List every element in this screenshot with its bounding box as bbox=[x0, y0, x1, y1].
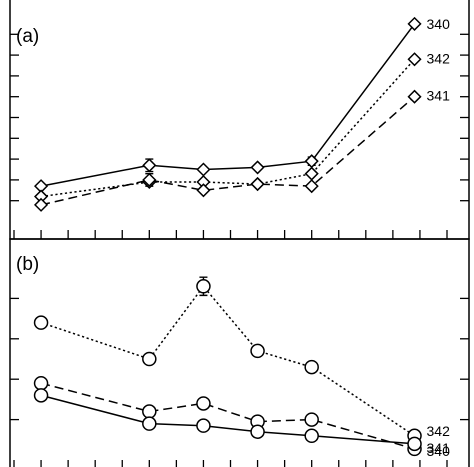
data-point-a-340-2 bbox=[196, 162, 211, 177]
data-point-a-341-2 bbox=[196, 183, 211, 198]
data-point-b-340-3 bbox=[250, 424, 265, 439]
series-line-b-342 bbox=[40, 285, 415, 437]
data-point-b-342-2 bbox=[196, 279, 211, 294]
data-point-a-341-5 bbox=[407, 89, 422, 104]
series-label-b-341: 341 bbox=[427, 440, 451, 456]
panel-label-a: (a) bbox=[16, 26, 39, 47]
data-point-b-342-3 bbox=[250, 343, 265, 359]
data-point-b-340-4 bbox=[304, 428, 319, 444]
panel-a: (a) 340 342 341 bbox=[9, 0, 470, 240]
data-point-b-342-1 bbox=[142, 351, 157, 367]
series-label-a-341: 341 bbox=[427, 88, 451, 104]
panel-label-b: (b) bbox=[16, 254, 39, 275]
data-point-b-341-0 bbox=[33, 375, 49, 391]
data-point-a-340-5 bbox=[407, 16, 422, 31]
data-point-b-342-0 bbox=[33, 315, 49, 330]
series-line-a-340 bbox=[40, 23, 416, 187]
series-line-a-341 bbox=[40, 96, 415, 206]
data-point-b-341-4 bbox=[304, 412, 319, 427]
series-label-a-342: 342 bbox=[427, 50, 451, 66]
data-point-a-340-3 bbox=[250, 160, 265, 175]
series-line-b-340 bbox=[40, 394, 415, 445]
data-point-a-341-4 bbox=[304, 179, 319, 194]
data-point-a-342-5 bbox=[407, 52, 422, 67]
data-point-a-341-3 bbox=[250, 176, 265, 192]
data-point-b-340-5 bbox=[407, 436, 422, 452]
series-label-a-340: 340 bbox=[427, 16, 451, 32]
series-line-a-342 bbox=[41, 58, 416, 198]
data-point-b-340-0 bbox=[33, 388, 49, 403]
data-point-a-340-4 bbox=[304, 154, 319, 169]
series-label-b-342: 342 bbox=[427, 423, 451, 439]
plot-frame-a bbox=[9, 0, 470, 240]
series-line-b-341 bbox=[40, 382, 415, 450]
series-label-b-340: 340 bbox=[427, 443, 451, 459]
data-point-b-340-2 bbox=[196, 418, 211, 433]
data-point-b-340-1 bbox=[142, 416, 157, 431]
data-point-a-340-1 bbox=[142, 158, 157, 173]
data-point-b-342-4 bbox=[304, 359, 319, 375]
data-point-b-341-2 bbox=[196, 396, 211, 411]
plot-frame-b bbox=[9, 238, 470, 467]
data-point-a-341-1 bbox=[142, 172, 157, 187]
data-point-a-341-0 bbox=[34, 197, 49, 212]
data-point-b-341-1 bbox=[142, 404, 157, 419]
